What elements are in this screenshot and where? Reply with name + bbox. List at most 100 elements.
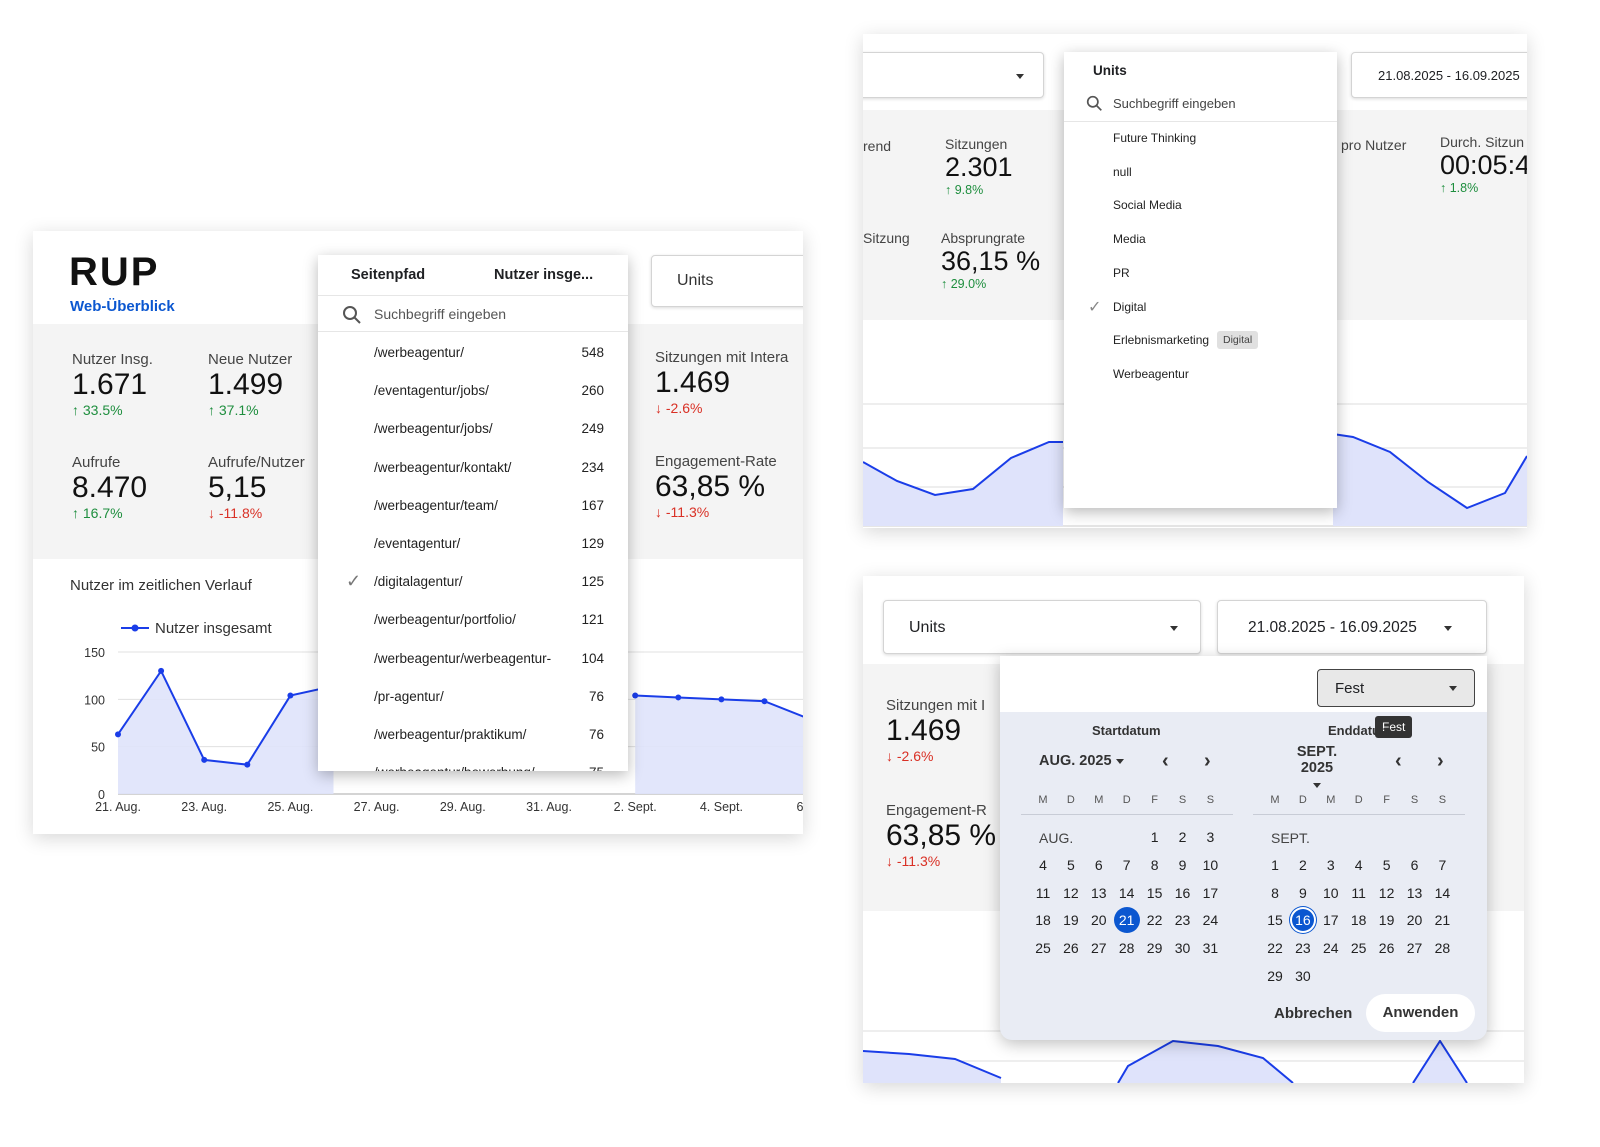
units-select[interactable]: Units <box>883 600 1201 654</box>
next-month-end-icon[interactable]: › <box>1437 750 1444 772</box>
calendar-day[interactable]: 7 <box>1122 856 1131 873</box>
calendar-day[interactable]: 19 <box>1378 912 1395 929</box>
calendar-day[interactable]: 20 <box>1406 912 1423 929</box>
calendar-day[interactable]: 18 <box>1035 912 1051 929</box>
calendar-day[interactable]: 22 <box>1146 912 1163 929</box>
calendar-day[interactable]: 15 <box>1267 912 1283 929</box>
path-row[interactable]: /werbeagentur/team/167 <box>318 488 628 526</box>
calendar-day[interactable]: 24 <box>1323 940 1339 957</box>
calendar-day[interactable]: 26 <box>1378 940 1395 957</box>
path-row[interactable]: /werbeagentur/548 <box>318 335 628 373</box>
end-month-selector[interactable]: SEPT. 2025 <box>1279 744 1355 792</box>
calendar-day[interactable]: 27 <box>1091 940 1107 957</box>
calendar-day[interactable]: 23 <box>1174 912 1191 929</box>
path-row[interactable]: /werbeagentur/kontakt/234 <box>318 450 628 488</box>
apply-button[interactable]: Anwenden <box>1366 994 1475 1032</box>
column-header-users[interactable]: Nutzer insge... <box>494 267 594 283</box>
calendar-day[interactable]: 4 <box>1354 856 1363 873</box>
calendar-day[interactable]: 29 <box>1267 968 1283 984</box>
calendar-day[interactable]: 21 <box>1434 912 1451 929</box>
calendar-day[interactable]: 30 <box>1174 940 1191 957</box>
calendar-day[interactable]: 16 <box>1289 907 1316 934</box>
calendar-day[interactable]: 19 <box>1063 912 1079 929</box>
calendar-day[interactable]: 18 <box>1350 912 1367 929</box>
path-row[interactable]: /werbeagentur/jobs/249 <box>318 411 628 449</box>
calendar-day[interactable]: 9 <box>1298 884 1307 901</box>
calendar-day[interactable]: 26 <box>1063 940 1079 957</box>
calendar-day[interactable]: 5 <box>1382 856 1391 873</box>
cancel-button[interactable]: Abbrechen <box>1274 1005 1353 1022</box>
column-header-path[interactable]: Seitenpfad <box>351 267 426 283</box>
kpi-label: Engagement-Rate <box>655 453 777 470</box>
path-row[interactable]: /werbeagentur/bewerbung/75 <box>318 755 628 771</box>
calendar-day[interactable]: 5 <box>1066 856 1075 873</box>
prev-month-end-icon[interactable]: ‹ <box>1395 750 1402 772</box>
units-search-field[interactable]: Suchbegriff eingeben <box>1086 92 1326 116</box>
calendar-day[interactable]: 3 <box>1206 829 1215 845</box>
path-row[interactable]: /werbeagentur/praktikum/76 <box>318 717 628 755</box>
units-menu-item[interactable]: PR <box>1064 257 1337 290</box>
path-row[interactable]: /werbeagentur/portfolio/121 <box>318 602 628 640</box>
calendar-day[interactable]: 8 <box>1150 856 1159 873</box>
units-menu-item[interactable]: Erlebnismarketing Digital <box>1064 324 1337 357</box>
calendar-day[interactable]: 17 <box>1202 884 1219 901</box>
units-menu-item[interactable]: ✓ Digital <box>1064 291 1337 324</box>
path-row[interactable]: /eventagentur/129 <box>318 526 628 564</box>
calendar-day[interactable]: 13 <box>1406 884 1423 901</box>
calendar-day[interactable]: 12 <box>1063 884 1079 901</box>
units-menu-item[interactable]: Future Thinking <box>1064 122 1337 155</box>
calendar-day[interactable]: 16 <box>1174 884 1191 901</box>
prev-month-start-icon[interactable]: ‹ <box>1162 750 1169 772</box>
calendar-day[interactable]: 23 <box>1295 940 1311 957</box>
calendar-day[interactable]: 25 <box>1035 940 1051 957</box>
calendar-day[interactable]: 10 <box>1323 884 1339 901</box>
calendar-day[interactable]: 14 <box>1434 884 1451 901</box>
calendar-day[interactable]: 11 <box>1351 884 1366 901</box>
units-menu-item[interactable]: Media <box>1064 223 1337 256</box>
calendar-day[interactable]: 20 <box>1091 912 1107 929</box>
calendar-day[interactable]: 30 <box>1295 968 1311 984</box>
calendar-day[interactable]: 17 <box>1323 912 1339 929</box>
units-select[interactable]: Units <box>651 255 803 307</box>
filter-select[interactable] <box>863 52 1044 98</box>
next-month-start-icon[interactable]: › <box>1204 750 1211 772</box>
calendar-day[interactable]: 6 <box>1410 856 1419 873</box>
calendar-day[interactable]: 24 <box>1202 912 1219 929</box>
calendar-day[interactable]: 13 <box>1091 884 1107 901</box>
units-menu-item[interactable]: Werbeagentur <box>1064 358 1337 391</box>
calendar-day[interactable]: 21 <box>1113 907 1140 934</box>
calendar-day[interactable]: 12 <box>1378 884 1395 901</box>
calendar-day[interactable]: 29 <box>1146 940 1163 957</box>
path-row[interactable]: ✓ /digitalagentur/125 <box>318 564 628 602</box>
path-row[interactable]: /werbeagentur/werbeagentur- 104 <box>318 641 628 679</box>
mode-select[interactable]: Fest <box>1317 669 1475 707</box>
start-month-selector[interactable]: AUG. 2025 <box>1039 753 1124 769</box>
calendar-day[interactable]: 2 <box>1298 856 1307 873</box>
calendar-day[interactable]: 2 <box>1178 829 1187 845</box>
calendar-day[interactable]: 25 <box>1350 940 1367 957</box>
calendar-day[interactable]: 7 <box>1438 856 1447 873</box>
calendar-day[interactable]: 1 <box>1150 829 1159 845</box>
calendar-day[interactable]: 6 <box>1094 856 1103 873</box>
calendar-day[interactable]: 27 <box>1406 940 1423 957</box>
calendar-day[interactable]: 1 <box>1271 856 1279 873</box>
calendar-day[interactable]: 15 <box>1146 884 1163 901</box>
calendar-day[interactable]: 3 <box>1326 856 1335 873</box>
calendar-day[interactable]: 8 <box>1271 884 1279 901</box>
calendar-day[interactable]: 10 <box>1202 856 1219 873</box>
path-row[interactable]: /pr-agentur/76 <box>318 679 628 717</box>
calendar-day[interactable]: 28 <box>1434 940 1451 957</box>
calendar-day[interactable]: 11 <box>1035 884 1051 901</box>
path-search-field[interactable]: Suchbegriff eingeben <box>342 302 612 332</box>
units-menu-item[interactable]: Social Media <box>1064 189 1337 222</box>
date-range-select[interactable]: 21.08.2025 - 16.09.2025 <box>1351 52 1527 98</box>
date-range-select[interactable]: 21.08.2025 - 16.09.2025 <box>1217 600 1487 654</box>
calendar-day[interactable]: 4 <box>1039 856 1047 873</box>
calendar-day[interactable]: 28 <box>1118 940 1135 957</box>
calendar-day[interactable]: 31 <box>1202 940 1219 957</box>
path-row[interactable]: /eventagentur/jobs/260 <box>318 373 628 411</box>
calendar-day[interactable]: 14 <box>1118 884 1135 901</box>
units-menu-item[interactable]: null <box>1064 156 1337 189</box>
calendar-day[interactable]: 22 <box>1267 940 1283 957</box>
calendar-day[interactable]: 9 <box>1178 856 1187 873</box>
